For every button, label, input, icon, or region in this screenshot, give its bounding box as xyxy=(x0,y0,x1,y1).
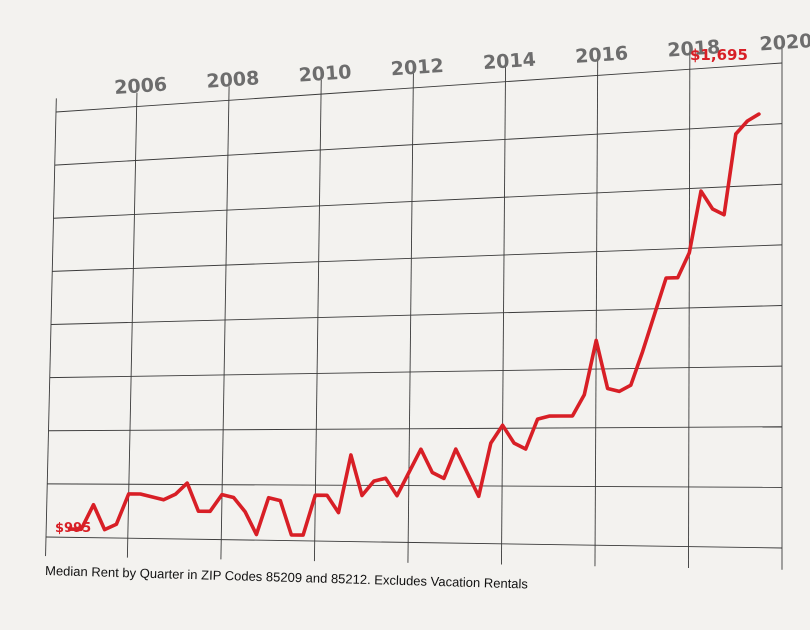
series-line xyxy=(67,112,761,537)
chart-caption: Median Rent by Quarter in ZIP Codes 8520… xyxy=(45,563,529,591)
x-tick-label: 2008 xyxy=(206,67,260,92)
grid-line-vertical xyxy=(220,86,230,560)
grid-line-horizontal xyxy=(50,305,783,325)
x-tick-label: 2010 xyxy=(298,61,352,86)
x-tick-label: 2012 xyxy=(390,55,444,80)
grid-line-horizontal xyxy=(45,536,783,549)
start-value-label: $995 xyxy=(55,521,91,536)
grid-line-horizontal xyxy=(52,244,783,272)
grid-line-vertical xyxy=(594,60,599,567)
x-tick-label: 2014 xyxy=(482,49,536,74)
x-tick-label: 2020 xyxy=(759,30,810,55)
grid-line-horizontal xyxy=(55,62,783,113)
grid-line-vertical xyxy=(500,66,507,565)
grid-line-horizontal xyxy=(54,123,783,166)
grid-line-vertical xyxy=(45,98,57,557)
x-tick-label: 2006 xyxy=(114,74,168,99)
grid xyxy=(45,47,783,570)
grid-line-vertical xyxy=(126,92,138,558)
grid-line-horizontal xyxy=(49,365,783,379)
grid-line-vertical xyxy=(688,53,691,569)
end-value-label: $1,695 xyxy=(690,46,748,64)
grid-line-vertical xyxy=(407,73,414,563)
grid-line-horizontal xyxy=(47,483,783,488)
grid-line-vertical xyxy=(313,79,322,562)
grid-line-horizontal xyxy=(53,183,783,219)
x-tick-label: 2016 xyxy=(575,42,629,67)
x-tick-label: 2018 xyxy=(667,36,721,61)
series-line-group xyxy=(67,112,761,537)
x-tick-labels: 2006 2008 2010 2012 2014 2016 2018 2020 xyxy=(114,30,810,99)
grid-line-horizontal xyxy=(48,426,783,432)
